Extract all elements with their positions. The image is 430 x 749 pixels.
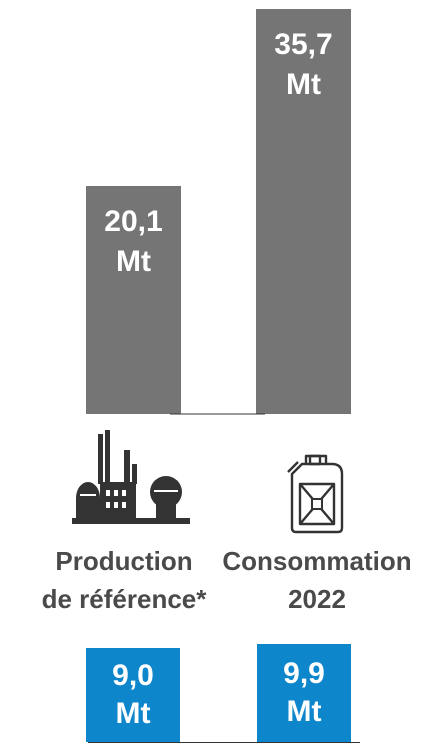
- sub-value-unit: Mt: [286, 695, 322, 728]
- category-label-line1: Production: [55, 546, 193, 576]
- refinery-icon: [72, 430, 190, 524]
- sub-value-number: 9,9: [283, 657, 325, 690]
- bar-production: [86, 185, 181, 414]
- category-label-line1: Consommation: [222, 546, 412, 576]
- sub-value-box-production: 9,0 Mt: [86, 648, 180, 742]
- bar-chart: 20,1 Mt 35,7 Mt: [86, 9, 351, 415]
- bar-consommation: [256, 9, 351, 414]
- sub-value-box-consommation: 9,9 Mt: [257, 644, 351, 742]
- sub-value-unit: Mt: [115, 697, 151, 730]
- category-label-line2: 2022: [288, 584, 346, 614]
- bar-unit-label: Mt: [286, 68, 321, 101]
- sub-baseline: [88, 742, 360, 743]
- category-label-consommation: Consommation 2022: [212, 542, 422, 618]
- bar-unit-label: Mt: [116, 245, 151, 278]
- jerrycan-icon: [287, 454, 344, 534]
- bar-value-label: 20,1: [104, 205, 162, 238]
- category-label-line2: de référence*: [41, 584, 207, 614]
- sub-value-number: 9,0: [112, 659, 154, 692]
- bar-value-label: 35,7: [274, 28, 332, 61]
- category-label-production: Production de référence*: [18, 542, 230, 618]
